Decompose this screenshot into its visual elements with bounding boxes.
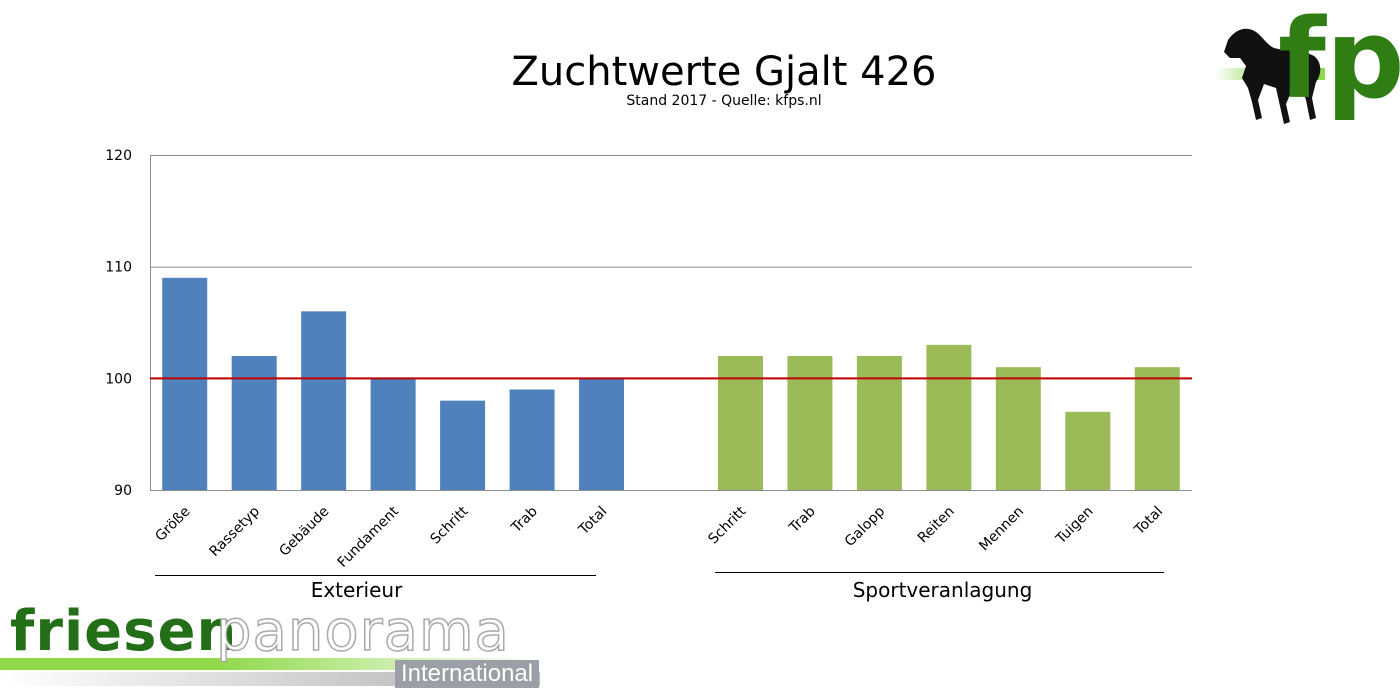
logo-word-friesen: friesen — [10, 599, 238, 664]
x-tick-label: Größe — [152, 504, 193, 545]
chart-title: Zuchtwerte Gjalt 426 — [511, 49, 937, 95]
bar — [926, 344, 972, 490]
bar — [579, 378, 625, 490]
logo-word-international: International — [395, 660, 540, 688]
fp-logo-f: fp — [1278, 0, 1400, 123]
chart-subtitle: Stand 2017 - Quelle: kfps.nl — [626, 93, 822, 109]
bar — [370, 378, 416, 490]
y-tick-label: 120 — [105, 148, 132, 164]
bar — [717, 356, 763, 490]
x-tick-label: Gebäude — [276, 504, 332, 560]
bar — [856, 356, 902, 490]
x-tick-label: Schritt — [705, 503, 749, 547]
x-tick-label: Fundament — [335, 503, 403, 571]
group-label-sport: Sportveranlagung — [852, 578, 1033, 602]
bar — [1134, 367, 1180, 490]
x-tick-label: Total — [1131, 504, 1166, 539]
group-line-sport — [715, 572, 1164, 573]
x-tick-label: Galopp — [842, 503, 889, 550]
x-tick-label: Reiten — [915, 504, 958, 547]
y-tick-label: 100 — [105, 371, 132, 387]
bar — [162, 277, 208, 490]
bar — [301, 311, 347, 490]
x-tick-label: Schritt — [428, 503, 472, 547]
x-tick-label: Rassetyp — [207, 503, 264, 560]
x-tick-label: Trab — [786, 503, 819, 536]
bar — [231, 356, 277, 490]
bar — [440, 400, 486, 490]
y-tick-label: 90 — [114, 483, 132, 499]
bar — [995, 367, 1041, 490]
x-tick-label: Tuigen — [1052, 504, 1096, 548]
y-tick-label: 110 — [105, 260, 132, 276]
group-line-exterieur — [155, 575, 596, 576]
horse-icon — [1224, 28, 1321, 125]
logo-word-panorama: panorama — [215, 599, 510, 664]
bar — [1065, 411, 1111, 490]
x-tick-label: Trab — [508, 503, 541, 536]
group-label-exterieur: Exterieur — [310, 578, 403, 602]
x-tick-label: Mennen — [976, 504, 1027, 555]
x-tick-label: Total — [575, 504, 610, 539]
bar — [509, 389, 555, 490]
bar — [787, 356, 833, 490]
